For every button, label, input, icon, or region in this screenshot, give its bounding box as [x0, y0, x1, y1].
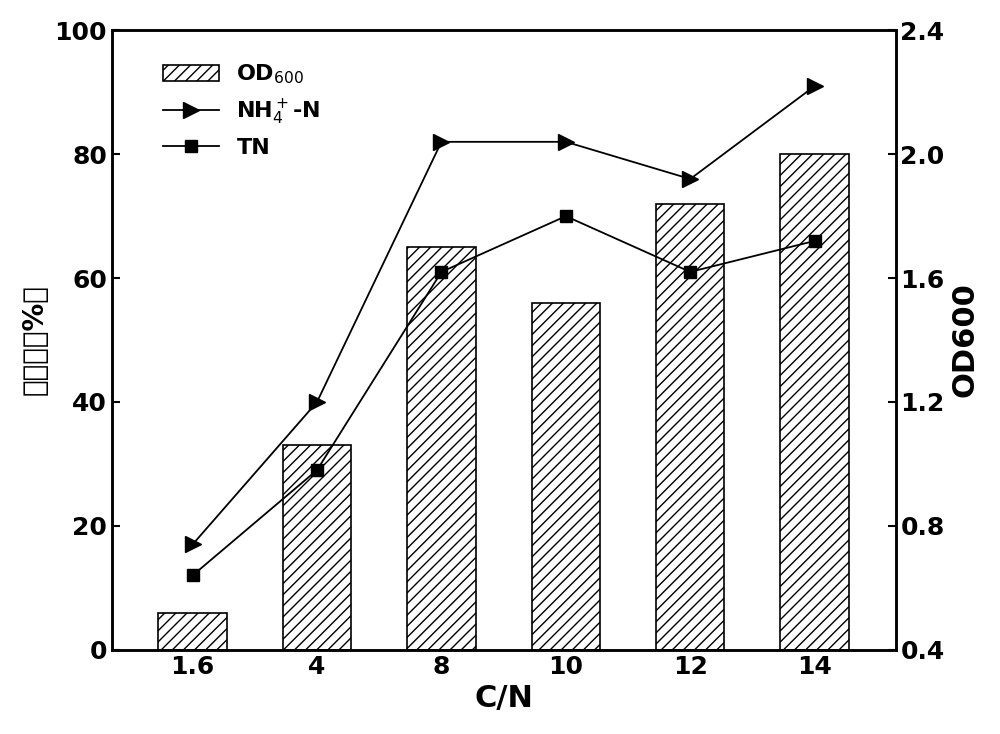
X-axis label: C/N: C/N [474, 684, 533, 713]
Legend: OD$_{600}$, NH$_4^+$-N, TN: OD$_{600}$, NH$_4^+$-N, TN [154, 54, 330, 167]
Bar [407, 247, 476, 650]
Bar [532, 303, 600, 650]
Bar [780, 154, 849, 650]
Y-axis label: OD600: OD600 [950, 283, 979, 398]
Bar [283, 446, 351, 650]
Y-axis label: 去除率（%）: 去除率（%） [21, 285, 49, 396]
Bar [656, 204, 724, 650]
Bar [158, 613, 227, 650]
